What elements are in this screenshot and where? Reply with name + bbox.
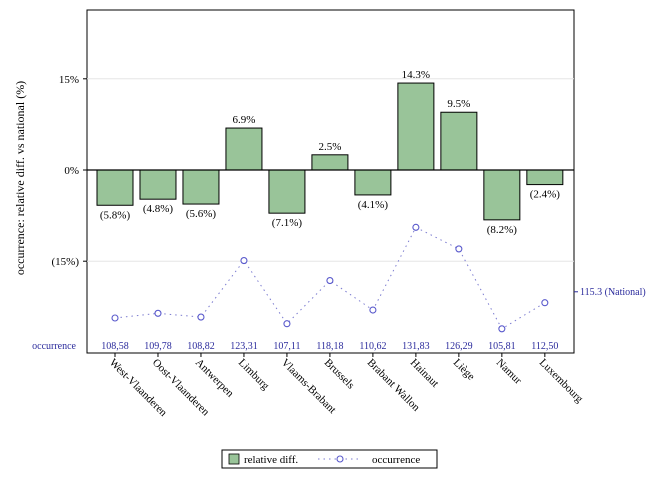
occurrence-values: 108,58 109,78 108,82 123,31 107,11 118,18 110,…: [101, 341, 558, 352]
occurrence-value: 112,50: [531, 341, 558, 352]
bar-value-label: (2.4%): [530, 189, 561, 201]
legend-marker-occurrence: [336, 455, 344, 463]
y-axis-ticks: 15% 0% (15%): [52, 74, 87, 268]
bar: [354, 169, 392, 196]
occurrence-point: [541, 299, 549, 307]
bar-value-label: (7.1%): [272, 217, 303, 229]
occurrence-value: 109,78: [144, 341, 172, 352]
y-axis-title: occurrence: relative diff. vs national (…: [13, 81, 27, 275]
occurrence-polyline: [114, 226, 546, 330]
category-label: Limburg: [236, 357, 272, 393]
legend: relative diff. occurrence: [221, 449, 438, 469]
occurrence-value: 107,11: [273, 341, 300, 352]
occurrence-point: [498, 325, 506, 333]
bar-value-label: 9.5%: [447, 98, 470, 110]
y-tick-label: 0%: [64, 165, 79, 177]
occurrence-point: [240, 257, 248, 265]
bar-labels: (5.8%) (4.8%) (5.6%) 6.9% (7.1%) 2.5% (4.1%) 14…: [100, 69, 560, 236]
bar-value-label: 6.9%: [232, 114, 255, 126]
category-label: Hainaut: [408, 357, 441, 390]
bar-value-label: 14.3%: [402, 69, 430, 81]
y-tick-label: 15%: [59, 74, 79, 86]
occurrence-point: [455, 245, 463, 253]
occurrence-point: [412, 223, 420, 231]
occurrence-value: 110,62: [359, 341, 386, 352]
occurrence-point: [369, 306, 377, 314]
occurrence-point: [283, 320, 291, 328]
bar-value-label: 2.5%: [318, 141, 341, 153]
occurrence-value: 105,81: [488, 341, 516, 352]
bar: [440, 111, 478, 171]
bar: [182, 169, 220, 205]
category-label: Antwerpen: [193, 357, 236, 400]
category-label: Brussels: [322, 357, 357, 392]
bar: [311, 154, 349, 171]
category-label: Liège: [451, 357, 477, 383]
occurrence-row-label: occurrence: [32, 341, 76, 352]
occurrence-point: [197, 313, 205, 321]
bar-value-label: (4.1%): [358, 199, 389, 211]
bar-value-label: (4.8%): [143, 203, 174, 215]
legend-label-occurrence: occurrence: [372, 454, 420, 466]
occurrence-value: 123,31: [230, 341, 258, 352]
bar: [225, 127, 263, 171]
legend-label-relative-diff: relative diff.: [244, 454, 298, 466]
occurrence-value: 131,83: [402, 341, 430, 352]
legend-swatch-relative-diff: [228, 453, 240, 465]
bar: [96, 169, 134, 206]
occurrence-point: [111, 314, 119, 322]
bar: [397, 82, 435, 171]
bar: [139, 169, 177, 200]
occurrence-value: 108,58: [101, 341, 129, 352]
bar: [268, 169, 306, 214]
occurrence-value: 108,82: [187, 341, 215, 352]
bar-value-label: (8.2%): [487, 224, 518, 236]
plot-frame: [86, 9, 575, 354]
occurrence-value: 126,29: [445, 341, 473, 352]
category-label: Luxembourg: [537, 357, 586, 406]
occurrence-value: 118,18: [316, 341, 343, 352]
bar: [483, 169, 521, 221]
bar-value-label: (5.6%): [186, 208, 217, 220]
bars: [96, 82, 564, 221]
occurrence-point: [154, 309, 162, 317]
bar: [526, 169, 564, 186]
category-label: Namur: [494, 357, 524, 387]
grid-lines: [87, 78, 574, 262]
occurrence-point: [326, 277, 334, 285]
occurrence-line: [111, 223, 549, 333]
y-tick-label: (15%): [52, 256, 80, 268]
bar-value-label: (5.8%): [100, 209, 131, 221]
national-label: 115.3 (National): [580, 287, 646, 298]
